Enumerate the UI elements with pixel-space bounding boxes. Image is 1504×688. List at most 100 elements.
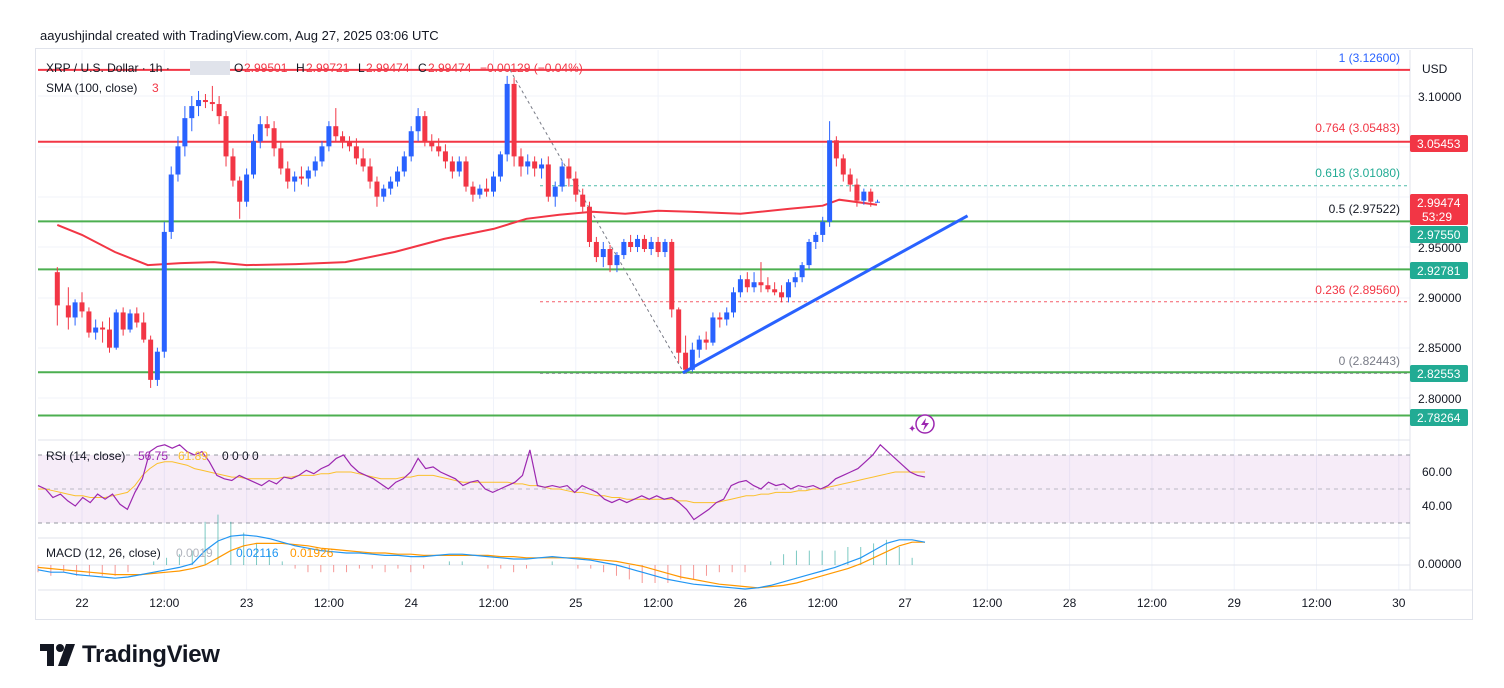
candle-body-105 [779,292,785,298]
candle-body-60 [470,186,476,195]
candle-body-96 [717,317,723,320]
legend-sma: SMA (100, close) [46,81,137,95]
price-tick-2: 2.95000 [1418,241,1462,255]
candle-body-43 [353,146,359,159]
rsi-tick-60: 60.00 [1422,465,1452,479]
candle-body-92 [689,349,695,370]
candle-body-71 [545,164,551,197]
badge-bg-305453 [1410,135,1468,152]
legend-close-label: C [418,61,427,75]
candle-body-29 [257,124,263,142]
candle-body-88 [662,241,668,253]
candle-body-99 [737,279,743,293]
badge-bg-282553 [1410,365,1468,382]
candle-body-14 [154,351,160,380]
legend-macd: MACD (12, 26, close) [46,546,161,560]
rsi-tick-40: 40.00 [1422,499,1452,513]
candle-body-49 [395,171,401,182]
time-tick-11: 12:00 [972,596,1002,610]
legend-low-label: L [358,61,365,75]
candle-body-69 [532,161,538,169]
macd-line [37,534,926,590]
tradingview-logo-icon [40,644,75,666]
macd-tick-0: 0.00000 [1418,557,1462,571]
badge-bg-297550 [1410,226,1468,243]
legend-macd-v2: 0.02116 [236,546,279,560]
candle-body-58 [456,161,462,172]
legend-change: −0.00129 (−0.04%) [480,61,583,75]
candle-body-23 [216,104,222,117]
candle-body-7 [106,329,112,348]
badge-305453: 3.05453 [1417,137,1461,151]
badge-countdown: 53:29 [1422,210,1452,224]
legend-rsi-value: 56.75 [138,449,168,463]
legend-rsi-ma: 61.89 [178,449,208,463]
candle-body-51 [408,131,414,157]
tradingview-logo-text: TradingView [82,641,220,668]
candle-body-11 [134,313,140,323]
candle-body-19 [189,106,195,119]
candle-body-18 [182,118,188,147]
fib-label-0618: 0.618 (3.01080) [1315,166,1400,180]
horizontal-lines [38,68,1410,417]
candle-body-118 [868,191,874,202]
candle-body-12 [141,322,147,340]
axis-currency: USD [1422,62,1448,76]
candle-body-21 [202,100,208,103]
time-tick-1: 12:00 [149,596,179,610]
legend-high: 2.99721 [306,61,350,75]
time-tick-12: 28 [1063,596,1077,610]
rsi-ma-line [38,461,925,504]
time-tick-0: 22 [75,596,89,610]
candle-body-93 [696,339,702,350]
legend-rsi-extra: 0 0 0 0 [222,449,259,463]
time-tick-2: 23 [240,596,254,610]
candle-body-16 [168,174,174,232]
candle-body-25 [230,156,236,181]
candle-body-53 [422,116,428,142]
legend-high-label: H [296,61,305,75]
candle-body-37 [312,161,318,171]
candle-body-55 [436,146,442,152]
candle-body-0 [54,272,60,306]
time-tick-8: 26 [734,596,748,610]
lightning-icon[interactable]: ✦ [908,414,935,435]
candle-body-5 [93,327,99,333]
candle-body-98 [730,292,736,313]
candle-body-100 [744,279,750,288]
candle-body-61 [477,188,483,195]
price-tick-3: 2.90000 [1418,291,1462,305]
fib-connector [509,69,685,375]
badge-bg-current [1410,194,1468,225]
chart-credit: aayushjindal created with TradingView.co… [40,28,439,43]
rsi-pane [37,443,1410,524]
fib-label-0764: 0.764 (3.05483) [1315,121,1400,135]
candle-body-83 [628,241,634,247]
candle-body-31 [271,128,277,149]
candle-body-40 [333,126,339,137]
time-tick-16: 30 [1392,596,1406,610]
svg-text:✦: ✦ [908,424,916,435]
candle-body-1 [65,305,71,318]
sma-line [56,198,878,267]
time-tick-10: 27 [898,596,912,610]
candle-body-39 [326,126,332,147]
candle-body-81 [614,255,620,266]
candle-body-116 [854,184,860,201]
hidden-exchange [190,61,230,75]
legend-macd-v3: 0.01926 [290,546,334,560]
candle-body-62 [484,188,490,192]
candle-body-103 [765,285,771,290]
candle-body-20 [196,100,202,107]
macd-pane [37,514,1410,590]
candle-body-73 [559,166,565,187]
candle-body-32 [278,148,284,169]
candle-body-80 [607,249,613,266]
time-tick-4: 24 [405,596,419,610]
time-tick-9: 12:00 [808,596,838,610]
candle-body-63 [491,176,496,192]
candle-body-78 [593,241,599,258]
badge-278264: 2.78264 [1417,411,1461,425]
legend-open-label: O [234,61,243,75]
